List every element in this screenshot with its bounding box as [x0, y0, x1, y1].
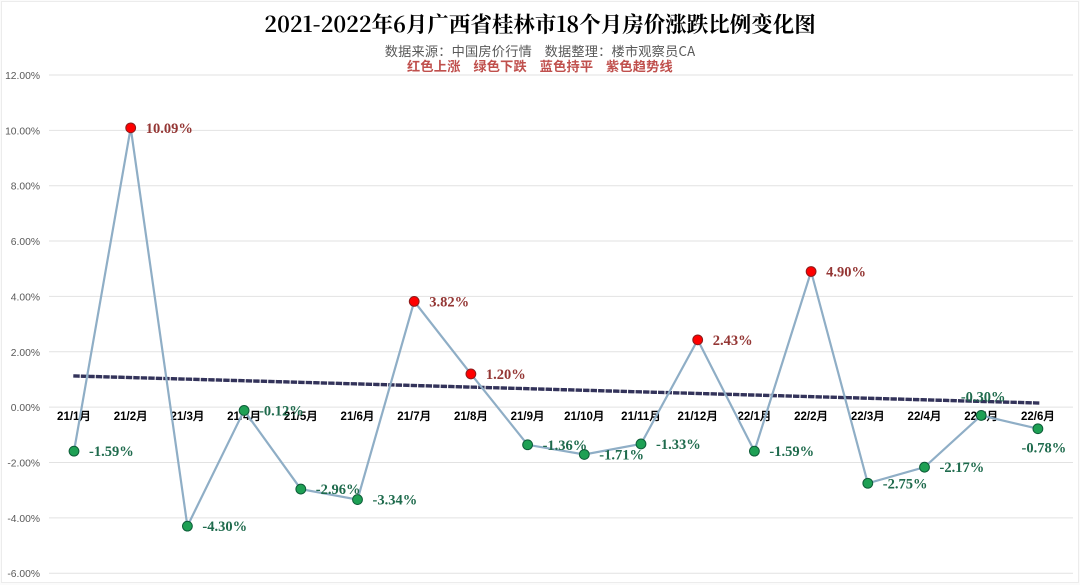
svg-text:4.00%: 4.00% — [11, 292, 40, 303]
svg-text:21/10月: 21/10月 — [564, 410, 604, 423]
svg-text:-1.71%: -1.71% — [599, 447, 644, 463]
svg-text:4.90%: 4.90% — [826, 264, 866, 280]
svg-text:1.20%: 1.20% — [486, 367, 526, 383]
svg-text:8.00%: 8.00% — [11, 182, 40, 193]
svg-text:12.00%: 12.00% — [5, 71, 40, 82]
svg-text:21/3月: 21/3月 — [170, 410, 204, 423]
svg-text:21/9月: 21/9月 — [511, 410, 545, 423]
svg-text:-3.34%: -3.34% — [373, 493, 418, 509]
svg-text:6.00%: 6.00% — [11, 237, 40, 248]
svg-text:-1.59%: -1.59% — [769, 444, 814, 460]
svg-text:22/2月: 22/2月 — [794, 410, 828, 423]
svg-text:21/12月: 21/12月 — [678, 410, 718, 423]
svg-text:22/6月: 22/6月 — [1021, 410, 1055, 423]
svg-text:0.00%: 0.00% — [11, 403, 40, 414]
svg-text:-0.78%: -0.78% — [1022, 441, 1067, 457]
svg-text:-2.00%: -2.00% — [7, 458, 40, 469]
svg-text:-1.33%: -1.33% — [656, 437, 701, 453]
svg-text:-1.59%: -1.59% — [89, 444, 134, 460]
svg-text:22/3月: 22/3月 — [851, 410, 885, 423]
svg-text:-0.12%: -0.12% — [259, 403, 304, 419]
svg-text:-2.75%: -2.75% — [883, 476, 928, 492]
svg-text:21/8月: 21/8月 — [454, 410, 488, 423]
svg-text:2.00%: 2.00% — [11, 348, 40, 359]
svg-text:-2.17%: -2.17% — [940, 460, 985, 476]
svg-text:-4.30%: -4.30% — [202, 519, 247, 535]
svg-text:-6.00%: -6.00% — [7, 569, 40, 580]
svg-text:10.09%: 10.09% — [146, 121, 193, 137]
svg-text:-4.00%: -4.00% — [7, 514, 40, 525]
svg-text:-0.30%: -0.30% — [961, 389, 1006, 405]
svg-text:21/6月: 21/6月 — [341, 410, 375, 423]
svg-text:21/7月: 21/7月 — [397, 410, 431, 423]
svg-text:2.43%: 2.43% — [713, 333, 753, 349]
svg-text:3.82%: 3.82% — [429, 294, 469, 310]
svg-text:21/1月: 21/1月 — [57, 410, 91, 423]
svg-text:10.00%: 10.00% — [5, 126, 40, 137]
svg-text:21/2月: 21/2月 — [114, 410, 148, 423]
svg-text:22/4月: 22/4月 — [908, 410, 942, 423]
